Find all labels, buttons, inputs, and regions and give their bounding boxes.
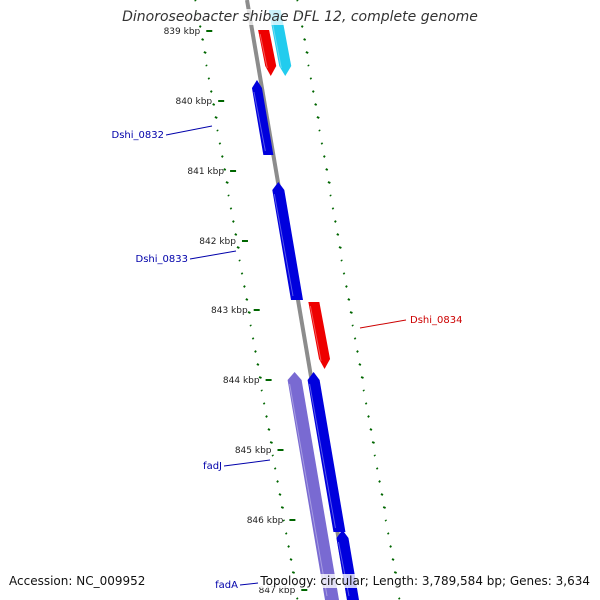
tick-label: 845 kbp	[235, 446, 272, 456]
gene-label-leader	[359, 319, 407, 329]
gene-labels: Dshi_0832 Dshi_0833 Dshi_0834 fadJ fadA	[112, 125, 462, 591]
gene-label-leader	[165, 125, 213, 136]
gene-label-leader	[239, 582, 259, 586]
map-title: Dinoroseobacter shibae DFL 12, complete …	[0, 9, 600, 25]
gene-arrow-dshi-0833	[272, 182, 303, 300]
tick-label: 840 kbp	[175, 97, 212, 107]
position-ticks: 839 kbp 840 kbp 841 kbp 842 kbp 843 kbp 844 k…	[164, 27, 308, 596]
gene-label: fadA	[215, 580, 238, 591]
genome-summary-label: Topology: circular; Length: 3,789,584 bp…	[260, 574, 590, 588]
gene-arrow-blue-lower	[307, 372, 346, 532]
gene-label-leader	[189, 250, 237, 260]
tick-label: 844 kbp	[223, 376, 260, 386]
gc-skew-track-outer	[296, 0, 401, 600]
tick-label: 839 kbp	[164, 27, 201, 37]
tick-label: 842 kbp	[199, 237, 236, 247]
tick-label: 841 kbp	[187, 167, 224, 177]
tick-label: 846 kbp	[247, 516, 284, 526]
gene-label: Dshi_0833	[136, 254, 188, 265]
accession-label: Accession: NC_009952	[9, 574, 146, 588]
gene-arrow-dshi-0834	[308, 302, 331, 369]
gene-arrow-cyan-top	[268, 10, 292, 76]
gene-arrow-dshi-0832	[251, 80, 274, 155]
gene-label-leader	[223, 459, 271, 467]
gene-label: Dshi_0834	[410, 315, 462, 326]
tick-label: 847 kbp	[259, 586, 296, 596]
gene-label: Dshi_0832	[112, 130, 164, 141]
gene-label: fadJ	[203, 461, 222, 472]
gene-features	[251, 10, 359, 600]
gc-skew-ring	[194, 0, 401, 600]
gene-arrow-fadj	[287, 372, 339, 600]
gene-arrow-red-top	[258, 30, 277, 76]
gc-skew-track-inner	[194, 0, 299, 600]
tick-label: 843 kbp	[211, 306, 248, 316]
